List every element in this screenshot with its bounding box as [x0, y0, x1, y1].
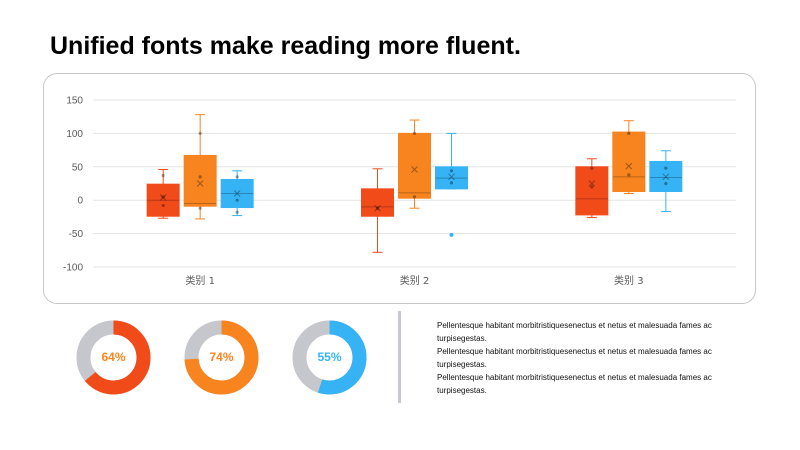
box-3-series-2 — [612, 120, 646, 195]
data-point-2 — [664, 181, 668, 186]
mean-marker — [625, 162, 633, 170]
donut-ring-1 — [76, 320, 151, 395]
data-point-3 — [235, 210, 239, 214]
box-body — [146, 183, 180, 217]
donut-percent-label-3: 55% — [317, 350, 342, 364]
paragraph-3-line-1: Pellentesque habitant morbitristiquesene… — [437, 373, 712, 382]
box-body — [220, 178, 254, 209]
data-point-3 — [198, 206, 202, 210]
data-point-3 — [161, 203, 165, 208]
mean-marker — [196, 180, 204, 187]
donut-percent-label-1: 64% — [101, 350, 126, 364]
mean-marker — [448, 173, 455, 181]
donut-value-arc — [76, 320, 151, 395]
donut-value-arc — [292, 320, 367, 395]
paragraph-1-line-2: turpisegestas. — [437, 334, 487, 343]
mean-marker — [588, 180, 596, 187]
paragraph-3-line-2: turpisegestas. — [437, 386, 487, 395]
mean-marker — [662, 173, 670, 181]
data-point-1 — [664, 166, 668, 170]
box-body — [435, 166, 468, 190]
box-2-series-2 — [398, 119, 431, 209]
box-body — [612, 131, 646, 193]
x-category-label-2: 类别 2 — [400, 274, 430, 287]
slide-title: Unified fonts make reading more fluent. — [50, 32, 521, 60]
data-point-2 — [161, 195, 165, 199]
data-point-2 — [590, 185, 594, 189]
paragraph-2-line-1: Pellentesque habitant morbitristiquesene… — [437, 347, 712, 356]
data-point-1 — [412, 131, 417, 135]
y-tick-label-1: -50 — [69, 229, 84, 240]
paragraph-1-line-1: Pellentesque habitant morbitristiquesene… — [437, 321, 712, 330]
outlier-point-1 — [449, 232, 454, 237]
box-body — [361, 188, 394, 217]
donut-chart-1: 64% — [76, 320, 151, 395]
box-body — [398, 132, 431, 199]
mean-marker — [411, 166, 418, 173]
donut-chart-3: 55% — [292, 320, 367, 395]
box-body — [575, 166, 609, 216]
y-tick-label-3: 50 — [72, 162, 84, 173]
box-3-series-3 — [649, 150, 683, 213]
donut-percent-label-2: 74% — [209, 350, 234, 364]
box-1-series-3 — [220, 170, 254, 217]
donut-chart-2: 74% — [184, 320, 259, 395]
data-point-1 — [590, 166, 594, 170]
x-category-label-3: 类别 3 — [614, 274, 644, 287]
chart-panel: -100 -50 0 50 100 150 类别 1 类别 2 类别 3 — [43, 73, 756, 304]
data-point-1 — [235, 175, 239, 179]
donut-value-arc — [184, 320, 259, 395]
y-tick-label-2: 0 — [77, 196, 83, 207]
data-point-2 — [449, 181, 454, 185]
data-point-2 — [627, 173, 631, 177]
paragraph-2-line-2: turpisegestas. — [437, 360, 487, 369]
box-1-series-1 — [146, 168, 180, 219]
x-category-label-1: 类别 1 — [185, 274, 215, 287]
vertical-divider — [398, 311, 401, 403]
data-point-1 — [449, 169, 454, 173]
mean-marker — [374, 204, 381, 212]
data-point-1 — [375, 206, 380, 210]
data-point-1 — [161, 173, 165, 178]
mean-marker — [159, 194, 167, 201]
box-plot-chart: -100 -50 0 50 100 150 类别 1 类别 2 类别 3 — [63, 96, 736, 287]
y-tick-label-0: -100 — [63, 263, 83, 274]
box-3-series-1 — [575, 158, 609, 219]
box-1-series-2 — [183, 114, 217, 220]
box-2-series-1 — [361, 168, 394, 253]
box-2-series-3 — [435, 132, 468, 237]
y-tick-label-5: 150 — [66, 96, 83, 107]
y-tick-label-4: 100 — [66, 129, 83, 140]
box-body — [649, 160, 683, 193]
description-text-block: Pellentesque habitant morbitristiquesene… — [437, 319, 723, 397]
data-point-2 — [412, 195, 417, 199]
box-body — [183, 154, 217, 207]
donut-ring-2 — [184, 320, 259, 395]
data-point-2 — [198, 175, 202, 179]
data-point-1 — [627, 131, 631, 135]
donut-ring-3 — [292, 320, 367, 395]
data-point-1 — [198, 131, 202, 135]
data-point-2 — [235, 198, 239, 202]
mean-marker — [233, 190, 241, 197]
